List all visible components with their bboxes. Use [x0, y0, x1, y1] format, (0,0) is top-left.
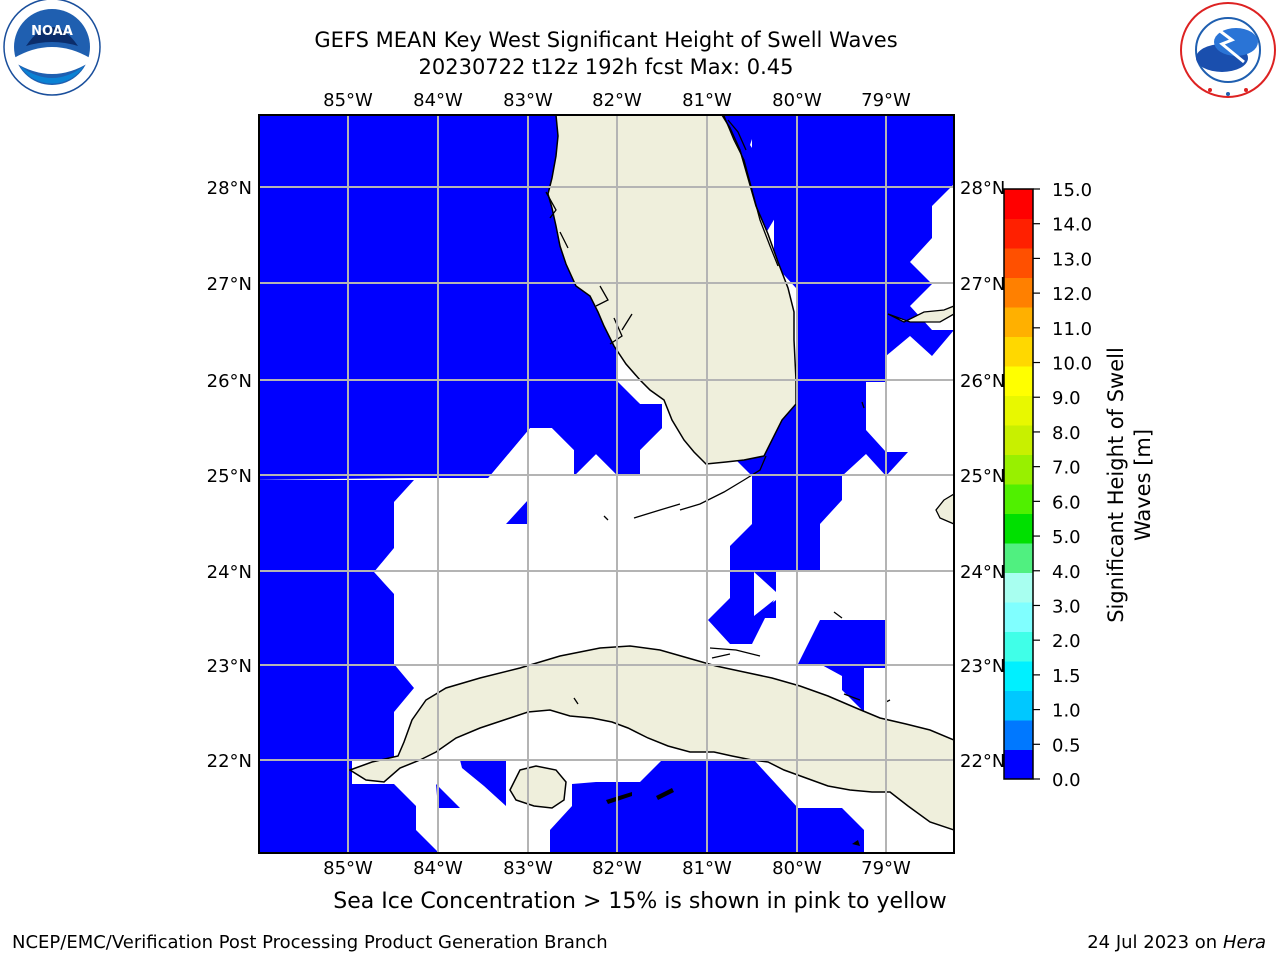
lat-label-left: 28°N — [207, 178, 252, 199]
lon-label-bottom: 79°W — [861, 858, 911, 879]
lat-label-right: 23°N — [960, 656, 1005, 677]
colorbar-band — [1004, 248, 1033, 278]
lon-label-top: 82°W — [592, 90, 642, 111]
lon-label-bottom: 83°W — [503, 858, 553, 879]
grid — [259, 115, 954, 853]
lon-label-top: 85°W — [323, 90, 373, 111]
colorbar-tick-label: 10.0 — [1052, 354, 1092, 375]
svg-text:NOAA: NOAA — [31, 24, 73, 39]
colorbar-band — [1004, 366, 1033, 396]
footer-branch: NCEP/EMC/Verification Post Processing Pr… — [12, 932, 608, 953]
lon-label-top: 79°W — [861, 90, 911, 111]
colorbar-tick-label: 0.0 — [1052, 770, 1081, 791]
colorbar-band — [1004, 749, 1033, 780]
lon-label-bottom: 82°W — [592, 858, 642, 879]
ocean-west — [259, 115, 662, 478]
colorbar-tick-label: 3.0 — [1052, 596, 1081, 617]
colorbar-tick-label: 0.5 — [1052, 735, 1081, 756]
lat-label-left: 24°N — [207, 562, 252, 583]
colorbar-band — [1004, 336, 1033, 367]
colorbar-band — [1004, 543, 1033, 573]
lon-label-top: 83°W — [503, 90, 553, 111]
colorbar: 15.0 14.0 13.0 12.0 11.0 10.0 9.0 8.0 7.0 6.0 5.0 4… — [1003, 180, 1155, 791]
colorbar-band — [1004, 189, 1033, 219]
footer-machine: Hera — [1222, 932, 1266, 953]
lon-label-bottom: 84°W — [413, 858, 463, 879]
chart-subtitle: 20230722 t12z 192h fcst Max: 0.45 — [418, 55, 794, 79]
colorbar-band — [1004, 454, 1033, 485]
colorbar-label-line2: Waves [m] — [1131, 429, 1155, 541]
colorbar-frame — [1003, 188, 1034, 780]
colorbar-label-line1: Significant Height of Swell — [1104, 347, 1128, 623]
colorbar-tick-label: 15.0 — [1052, 180, 1092, 201]
colorbar-band — [1004, 513, 1033, 544]
lon-label-top: 81°W — [682, 90, 732, 111]
lat-label-right: 25°N — [960, 466, 1005, 487]
colorbar-tick-label: 12.0 — [1052, 284, 1092, 305]
lat-label-left: 22°N — [207, 751, 252, 772]
lon-label-top: 84°W — [413, 90, 463, 111]
colorbar-band — [1004, 602, 1033, 632]
colorbar-band — [1004, 425, 1033, 455]
colorbar-band — [1004, 720, 1033, 750]
colorbar-band — [1004, 395, 1033, 426]
lon-label-top: 80°W — [772, 90, 822, 111]
noaa-logo: NOAA — [3, 0, 101, 96]
colorbar-tick-label: 4.0 — [1052, 562, 1081, 583]
colorbar-band — [1004, 277, 1033, 308]
colorbar-tick-label: 5.0 — [1052, 527, 1081, 548]
land-florida — [547, 115, 797, 465]
map-frame — [258, 114, 955, 854]
lon-label-bottom: 85°W — [323, 858, 373, 879]
colorbar-band — [1004, 690, 1033, 721]
lon-label-bottom: 80°W — [772, 858, 822, 879]
lon-label-bottom: 81°W — [682, 858, 732, 879]
land-bahamas — [887, 305, 954, 323]
colorbar-tick-label: 1.5 — [1052, 666, 1081, 687]
footer-date-text: 24 Jul 2023 on — [1087, 932, 1218, 953]
lat-label-right: 27°N — [960, 274, 1005, 295]
colorbar-tick-label: 11.0 — [1052, 319, 1092, 340]
colorbar-band — [1004, 631, 1033, 662]
sea-ice-note: Sea Ice Concentration > 15% is shown in … — [333, 889, 947, 914]
florida-coast-detail — [545, 115, 779, 521]
colorbar-band — [1004, 661, 1033, 691]
footer-date: 24 Jul 2023 on Hera — [1087, 932, 1266, 953]
map: 85°W 84°W 83°W 82°W 81°W 80°W 79°W 85°W … — [207, 90, 1006, 879]
nws-logo — [1180, 2, 1276, 98]
colorbar-tick-label: 9.0 — [1052, 388, 1081, 409]
colorbar-band — [1004, 307, 1033, 337]
lat-label-left: 27°N — [207, 274, 252, 295]
colorbar-tick-label: 8.0 — [1052, 423, 1081, 444]
chart-title: GEFS MEAN Key West Significant Height of… — [314, 28, 898, 52]
lat-label-left: 26°N — [207, 371, 252, 392]
colorbar-band — [1004, 218, 1033, 249]
colorbar-tick-label: 2.0 — [1052, 631, 1081, 652]
colorbar-tick-label: 1.0 — [1052, 701, 1081, 722]
lat-label-left: 23°N — [207, 656, 252, 677]
lat-label-right: 24°N — [960, 562, 1005, 583]
lat-label-right: 26°N — [960, 371, 1005, 392]
colorbar-tick-label: 14.0 — [1052, 215, 1092, 236]
colorbar-band — [1004, 484, 1033, 514]
colorbar-tick-label: 7.0 — [1052, 458, 1081, 479]
colorbar-tick-label: 6.0 — [1052, 492, 1081, 513]
colorbar-band — [1004, 572, 1033, 603]
lat-label-right: 28°N — [960, 178, 1005, 199]
lat-label-right: 22°N — [960, 751, 1005, 772]
lat-label-left: 25°N — [207, 466, 252, 487]
land-isla-juventud — [509, 765, 567, 809]
colorbar-tick-label: 13.0 — [1052, 249, 1092, 270]
